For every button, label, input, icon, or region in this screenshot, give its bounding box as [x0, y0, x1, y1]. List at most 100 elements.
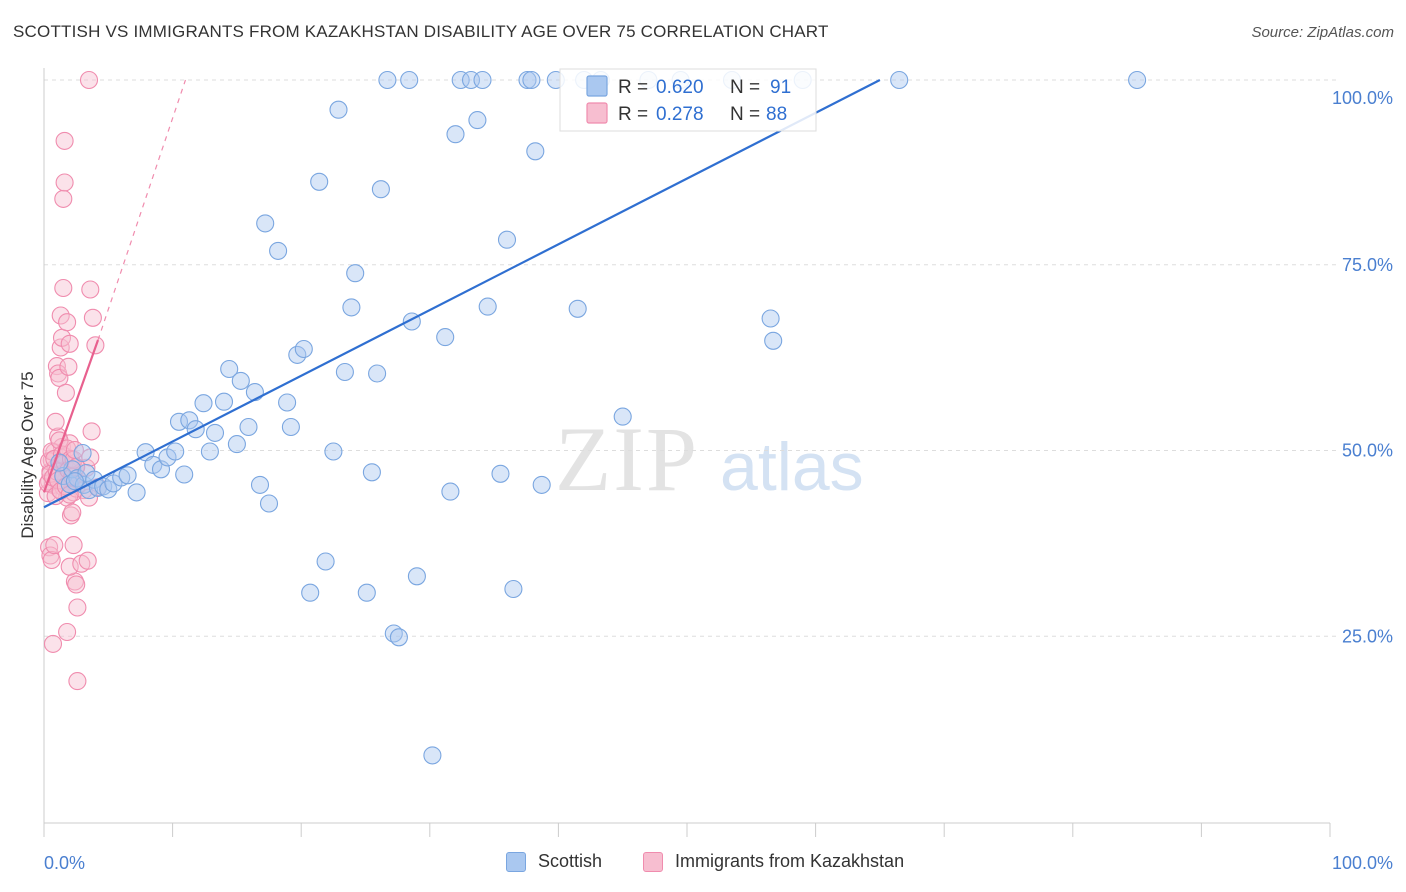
y-tick-label-100: 100.0%	[1332, 88, 1393, 108]
x-tick-labels: 0.0% 100.0%	[44, 853, 1393, 873]
scottish-point	[764, 331, 783, 350]
scottish-point	[227, 435, 246, 454]
y-tick-label-75: 75.0%	[1342, 255, 1393, 275]
kazakhstan-point	[64, 536, 83, 555]
legend-item-kazakhstan: Immigrants from Kazakhstan	[643, 851, 904, 872]
scottish-point	[368, 364, 387, 383]
scottish-point	[378, 70, 397, 90]
scottish-point	[504, 579, 523, 599]
scottish-point	[371, 180, 390, 199]
kazakhstan-point	[42, 550, 61, 570]
scottish-point	[518, 70, 537, 90]
legend-label-scottish: Scottish	[538, 851, 603, 871]
kazakhstan-point	[58, 313, 77, 332]
legend-bottom: Scottish Immigrants from Kazakhstan	[0, 851, 1406, 879]
scottish-point	[532, 475, 551, 494]
kazakhstan-point	[55, 173, 74, 192]
legend-top-n-value-1: 91	[770, 77, 791, 98]
legend-top-swatch-blue	[586, 75, 608, 97]
grid-lines	[44, 79, 1340, 637]
scottish-point	[890, 70, 909, 90]
kazakhstan-point	[59, 357, 78, 376]
legend-label-kazakhstan: Immigrants from Kazakhstan	[675, 851, 905, 871]
scottish-point	[407, 567, 426, 586]
kazakhstan-point	[58, 622, 77, 642]
legend-top-swatch-pink	[586, 102, 608, 124]
kazakhstan-trend-line	[42, 339, 100, 493]
scottish-point	[310, 172, 329, 191]
scottish-point	[118, 466, 137, 485]
scottish-point	[761, 309, 780, 328]
scottish-point	[127, 483, 146, 502]
scottish-point	[473, 70, 492, 90]
legend-swatch-scottish	[506, 851, 526, 872]
kazakhstan-point	[79, 70, 99, 90]
scottish-point	[245, 383, 264, 402]
scottish-point	[316, 552, 335, 571]
scottish-point	[1128, 70, 1147, 90]
scottish-point	[214, 392, 234, 411]
kazakhstan-point	[54, 189, 73, 208]
kazakhstan-point	[83, 308, 102, 327]
watermark-atlas: atlas	[720, 429, 864, 505]
scottish-point	[73, 443, 92, 463]
scottish-point	[256, 214, 275, 233]
scottish-point	[166, 442, 185, 461]
scottish-point	[357, 583, 376, 602]
kazakhstan-point	[64, 450, 83, 469]
scottish-point	[175, 465, 194, 484]
scottish-point	[180, 411, 199, 430]
legend-top-r-label-2: R =	[618, 104, 648, 125]
scottish-point	[342, 298, 361, 317]
scottish-point	[200, 442, 219, 461]
scottish-point	[613, 407, 632, 426]
kazakhstan-point	[60, 557, 79, 576]
scottish-point	[446, 125, 465, 144]
scottish-point	[468, 111, 487, 130]
scottish-point	[269, 241, 288, 260]
scottish-point	[205, 423, 225, 442]
scottish-point	[259, 494, 279, 513]
kazakhstan-point	[60, 334, 79, 353]
legend-swatch-kazakhstan	[643, 851, 663, 872]
legend-top: R = 0.620 N = 91 R = 0.278 N = 88	[559, 68, 817, 132]
kazakhstan-point	[51, 338, 70, 357]
kazakhstan-point	[81, 280, 100, 299]
scottish-point	[301, 583, 320, 602]
kazakhstan-point	[82, 422, 101, 441]
scottish-point	[451, 70, 470, 90]
legend-top-r-value-1: 0.620	[656, 77, 704, 98]
y-tick-label-25: 25.0%	[1342, 626, 1393, 646]
legend-top-n-label-2: N =	[730, 104, 760, 125]
scottish-point	[389, 628, 408, 647]
x-tick-label-max: 100.0%	[1332, 853, 1393, 873]
scottish-point	[335, 362, 354, 382]
legend-top-r-label-1: R =	[618, 77, 648, 98]
kazakhstan-point	[46, 412, 65, 431]
kazakhstan-point	[51, 306, 70, 325]
scottish-point	[522, 70, 541, 90]
scottish-point	[362, 463, 381, 482]
scottish-point	[231, 371, 250, 390]
scottish-point	[497, 230, 517, 249]
kazakhstan-point	[55, 131, 74, 150]
kazakhstan-point	[67, 575, 86, 594]
kazakhstan-point	[43, 634, 63, 653]
scottish-point	[294, 339, 313, 359]
scottish-point	[400, 70, 419, 90]
kazakhstan-point	[78, 551, 97, 570]
kazakhstan-point	[45, 536, 64, 555]
scottish-points	[50, 70, 1147, 765]
scottish-point	[441, 482, 460, 501]
scottish-point	[239, 417, 258, 437]
x-tick-label-min: 0.0%	[44, 853, 85, 873]
y-tick-labels: 25.0% 50.0% 75.0% 100.0%	[1332, 88, 1393, 646]
source-label: Source: ZipAtlas.com	[1251, 24, 1394, 41]
legend-item-scottish: Scottish	[506, 851, 602, 872]
scottish-point	[65, 472, 84, 491]
scottish-point	[568, 299, 587, 318]
kazakhstan-point	[68, 672, 87, 691]
legend-top-r-value-2: 0.278	[656, 104, 704, 125]
chart-title: SCOTTISH VS IMMIGRANTS FROM KAZAKHSTAN D…	[13, 22, 829, 41]
